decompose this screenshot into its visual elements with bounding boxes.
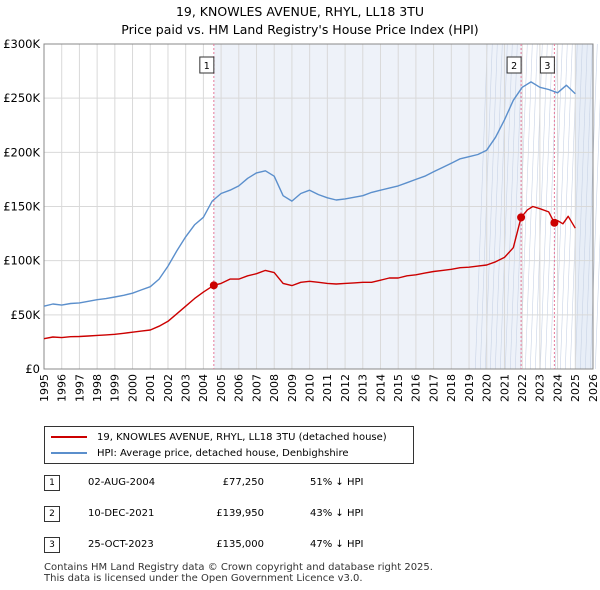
x-tick-label: 2023: [534, 374, 547, 402]
y-tick-label: £0: [25, 362, 40, 376]
x-tick-label: 2019: [463, 374, 476, 402]
chart-subtitle: Price paid vs. HM Land Registry's House …: [121, 22, 479, 37]
x-tick-label: 1999: [109, 374, 122, 402]
transaction-point: [517, 213, 526, 222]
footer-copyright: Contains HM Land Registry data © Crown c…: [44, 562, 433, 573]
x-tick-label: 2026: [587, 374, 600, 402]
transaction-hpi: 51% ↓ HPI: [310, 477, 364, 488]
y-tick-label: £100K: [3, 254, 40, 268]
legend-item-property: 19, KNOWLES AVENUE, RHYL, LL18 3TU (deta…: [51, 429, 387, 445]
x-tick-label: 1995: [38, 374, 51, 402]
x-tick-label: 2022: [516, 374, 529, 402]
legend-label-hpi: HPI: Average price, detached house, Denb…: [97, 447, 349, 459]
transaction-date: 02-AUG-2004: [88, 477, 156, 488]
x-tick-label: 2004: [197, 374, 210, 402]
transaction-label: 1: [204, 61, 210, 72]
property-price-line: [43, 205, 576, 340]
x-tick-label: 2020: [481, 374, 494, 402]
x-tick-label: 2001: [144, 374, 157, 402]
x-tick-label: 1996: [56, 374, 69, 402]
x-tick-label: 2025: [569, 374, 582, 402]
transaction-price: £139,950: [216, 508, 264, 519]
x-tick-label: 2008: [268, 374, 281, 402]
transaction-point: [550, 218, 559, 227]
x-tick-label: 2000: [126, 374, 139, 402]
hatch-line: [594, 233, 600, 370]
transaction-label: 3: [544, 61, 550, 72]
transaction-hpi: 43% ↓ HPI: [310, 508, 364, 519]
transaction-label: 2: [511, 61, 517, 72]
x-tick-label: 1997: [73, 374, 86, 402]
x-tick-label: 2016: [410, 374, 423, 402]
transaction-label-box: [506, 56, 522, 74]
legend: 19, KNOWLES AVENUE, RHYL, LL18 3TU (deta…: [44, 426, 414, 464]
transaction-hpi: 47% ↓ HPI: [310, 539, 364, 550]
transaction-price: £77,250: [222, 477, 264, 488]
x-tick-label: 2014: [374, 374, 387, 402]
y-tick-label: £300K: [3, 37, 40, 51]
x-tick-label: 2003: [180, 374, 193, 402]
price-chart: £0 £50K £100K £150K £200K £250K £300K 1995 1996 1…: [3, 37, 600, 402]
x-tick-label: 2024: [551, 374, 564, 402]
y-tick-label: £150K: [3, 200, 40, 214]
x-tick-label: 2009: [286, 374, 299, 402]
footer: Contains HM Land Registry data © Crown c…: [44, 562, 433, 584]
x-tick-label: 2010: [303, 374, 316, 402]
transaction-price: £135,000: [216, 539, 264, 550]
transaction-date: 25-OCT-2023: [88, 539, 154, 550]
y-tick-label: £50K: [11, 308, 41, 322]
x-tick-label: 2015: [392, 374, 405, 402]
x-tick-label: 1998: [91, 374, 104, 402]
chart-title: 19, KNOWLES AVENUE, RHYL, LL18 3TU: [175, 4, 425, 19]
transaction-label-box: [539, 56, 555, 74]
plot-frame: [43, 43, 594, 370]
y-tick-label: £200K: [3, 145, 40, 159]
x-tick-label: 2007: [250, 374, 263, 402]
legend-swatch-hpi: [51, 452, 87, 454]
footer-license: This data is licensed under the Open Gov…: [44, 573, 363, 584]
transaction-label-box: [199, 56, 215, 74]
transaction-point: [209, 281, 218, 290]
y-tick-label: £250K: [3, 91, 40, 105]
x-tick-label: 2002: [162, 374, 175, 402]
transaction-date: 10-DEC-2021: [88, 508, 155, 519]
legend-swatch-property: [51, 436, 87, 438]
transaction-number: 3: [44, 537, 60, 553]
x-tick-label: 2012: [339, 374, 352, 402]
hpi-line: [43, 81, 576, 307]
x-tick-label: 2017: [427, 374, 440, 402]
x-tick-label: 2005: [215, 374, 228, 402]
legend-item-hpi: HPI: Average price, detached house, Denb…: [51, 445, 348, 461]
x-tick-label: 2021: [498, 374, 511, 402]
transaction-number: 2: [44, 506, 60, 522]
x-tick-label: 2018: [445, 374, 458, 402]
legend-label-property: 19, KNOWLES AVENUE, RHYL, LL18 3TU (deta…: [97, 431, 387, 443]
transaction-number: 1: [44, 475, 60, 491]
x-tick-label: 2013: [357, 374, 370, 402]
x-tick-label: 2011: [321, 374, 334, 402]
x-tick-label: 2006: [233, 374, 246, 402]
